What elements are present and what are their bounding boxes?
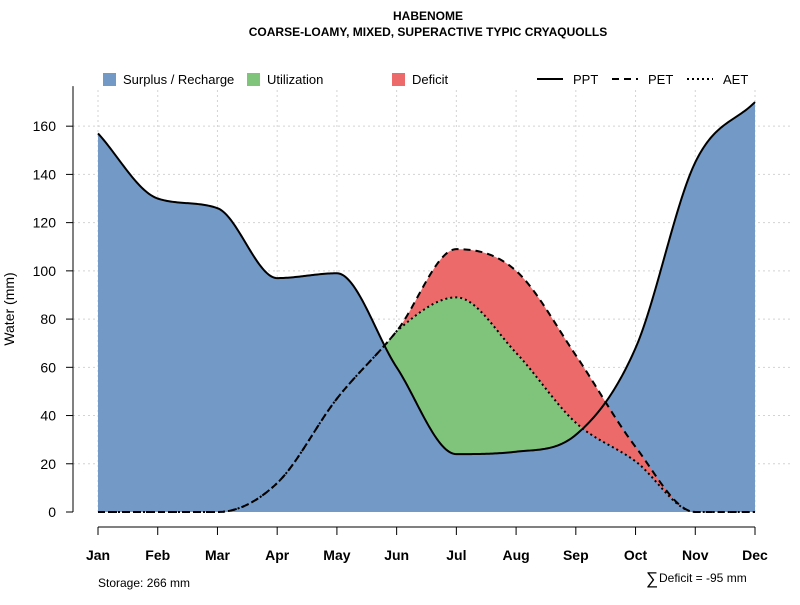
y-tick-label: 0 [48,504,56,520]
y-tick-label: 40 [40,408,56,424]
series-lines [97,101,756,513]
x-tick-label: Feb [145,547,170,563]
legend-label: Deficit [412,72,449,87]
y-tick-label: 80 [40,311,56,327]
y-tick-label: 120 [33,215,57,231]
y-tick-label: 20 [40,456,56,472]
surplus-recharge-area [98,102,755,512]
legend-swatch [392,73,405,86]
y-tick-label: 100 [33,263,57,279]
x-tick-label: Sep [563,547,589,563]
deficit-area [98,249,755,512]
y-tick-label: 140 [33,166,57,182]
x-tick-label: Jan [86,547,110,563]
x-tick-label: May [323,547,350,563]
x-tick-label: Jul [446,547,466,563]
x-tick-label: Oct [624,547,648,563]
sum-symbol: ∑ [646,569,658,588]
area-layer [98,102,755,512]
x-ticks: Jan Feb Mar Apr May Jun Jul Aug Sep Oct Nov Dec [86,527,768,563]
aet-line [98,296,755,513]
x-tick-label: Jun [384,547,409,563]
y-ticks: 0 20 40 60 80 100 120 140 160 [33,118,73,520]
pet-line [98,248,755,513]
legend-label: PPT [573,72,598,87]
legend-label: Utilization [267,72,323,87]
legend-label: PET [648,72,673,87]
legend: Surplus / Recharge Utilization Deficit PPT P… [103,72,748,87]
chart-subtitle: COARSE-LOAMY, MIXED, SUPERACTIVE TYPIC C… [249,25,607,39]
x-tick-label: Aug [502,547,529,563]
x-tick-label: Apr [265,547,290,563]
deficit-annotation: Deficit = -95 mm [659,571,747,585]
chart-title: HABENOME [393,9,463,23]
legend-label: Surplus / Recharge [123,72,234,87]
y-tick-label: 60 [40,359,56,375]
storage-annotation: Storage: 266 mm [98,576,190,590]
y-axis-label: Water (mm) [1,272,17,345]
x-tick-label: Mar [205,547,230,563]
legend-label: AET [723,72,748,87]
x-tick-label: Nov [682,547,709,563]
y-tick-label: 160 [33,118,57,134]
legend-swatch [247,73,260,86]
legend-swatch [103,73,116,86]
utilization-area [98,297,755,512]
x-tick-label: Dec [742,547,768,563]
ppt-line [97,101,756,456]
axes [72,86,755,528]
